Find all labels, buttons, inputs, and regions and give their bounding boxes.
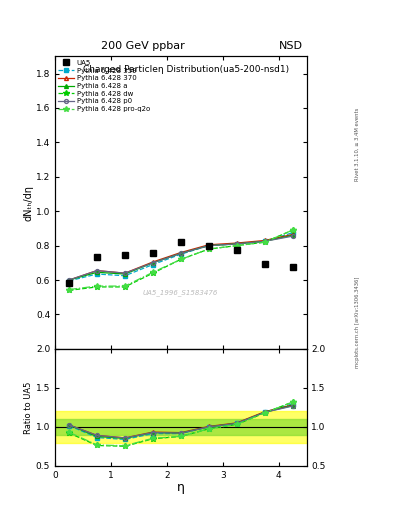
Pythia 6.428 p0 (95, 267, 99, 273)
Text: Charged Particleη Distribution(ua5-200-nsd1): Charged Particleη Distribution(ua5-200-n… (83, 65, 289, 74)
Pythia 6.428 dw (67, 287, 72, 293)
Pythia 6.428 359 (178, 251, 183, 258)
UA5 (151, 250, 155, 257)
Pythia 6.428 p0 (67, 277, 72, 283)
Pythia 6.428 p0 (290, 233, 295, 239)
Bar (55, 411, 307, 442)
Pythia 6.428 dw (95, 284, 99, 290)
Pythia 6.428 pro-q2o (178, 257, 183, 263)
Pythia 6.428 a (151, 260, 155, 266)
Legend: UA5, Pythia 6.428 359, Pythia 6.428 370, Pythia 6.428 a, Pythia 6.428 dw, Pythia: UA5, Pythia 6.428 359, Pythia 6.428 370,… (57, 58, 151, 114)
Pythia 6.428 pro-q2o (206, 246, 211, 252)
Pythia 6.428 a (123, 271, 127, 277)
Pythia 6.428 359 (95, 271, 99, 277)
Pythia 6.428 359 (67, 278, 72, 284)
Pythia 6.428 pro-q2o (95, 283, 99, 289)
UA5 (290, 264, 295, 270)
Pythia 6.428 p0 (151, 260, 155, 266)
UA5 (234, 247, 239, 253)
Pythia 6.428 p0 (178, 250, 183, 257)
Pythia 6.428 a (67, 277, 72, 283)
Pythia 6.428 359 (123, 273, 127, 279)
Pythia 6.428 dw (151, 270, 155, 276)
Pythia 6.428 a (95, 269, 99, 275)
Pythia 6.428 pro-q2o (123, 283, 127, 289)
UA5 (95, 254, 99, 260)
Pythia 6.428 370 (206, 242, 211, 248)
Line: Pythia 6.428 p0: Pythia 6.428 p0 (67, 234, 294, 282)
Pythia 6.428 359 (151, 262, 155, 268)
Pythia 6.428 359 (234, 241, 239, 247)
Bar (55, 419, 307, 435)
Pythia 6.428 dw (123, 284, 127, 290)
Pythia 6.428 a (234, 241, 239, 247)
Pythia 6.428 pro-q2o (234, 243, 239, 249)
Pythia 6.428 370 (234, 240, 239, 246)
UA5 (178, 239, 183, 245)
Pythia 6.428 370 (95, 267, 99, 273)
Text: UA5_1996_S1583476: UA5_1996_S1583476 (143, 289, 219, 296)
Text: NSD: NSD (279, 41, 303, 51)
Pythia 6.428 370 (151, 259, 155, 265)
Line: Pythia 6.428 359: Pythia 6.428 359 (67, 231, 294, 283)
UA5 (67, 280, 72, 286)
Pythia 6.428 370 (67, 277, 72, 283)
Pythia 6.428 370 (123, 270, 127, 276)
Pythia 6.428 dw (178, 257, 183, 263)
Line: Pythia 6.428 a: Pythia 6.428 a (67, 233, 294, 282)
Pythia 6.428 a (262, 238, 267, 244)
X-axis label: η: η (177, 481, 185, 494)
Pythia 6.428 p0 (123, 270, 127, 276)
Pythia 6.428 370 (290, 231, 295, 238)
UA5 (262, 261, 267, 267)
Pythia 6.428 a (178, 250, 183, 257)
Pythia 6.428 p0 (206, 243, 211, 249)
Pythia 6.428 dw (290, 227, 295, 233)
Line: Pythia 6.428 dw: Pythia 6.428 dw (66, 227, 296, 293)
Pythia 6.428 p0 (234, 241, 239, 247)
Pythia 6.428 a (290, 232, 295, 239)
Y-axis label: Ratio to UA5: Ratio to UA5 (24, 381, 33, 434)
Pythia 6.428 370 (262, 238, 267, 244)
Pythia 6.428 370 (178, 249, 183, 255)
Pythia 6.428 pro-q2o (67, 286, 72, 292)
Line: UA5: UA5 (66, 240, 296, 285)
Pythia 6.428 dw (206, 246, 211, 252)
Text: 200 GeV ppbar: 200 GeV ppbar (101, 41, 185, 51)
UA5 (206, 243, 211, 249)
Pythia 6.428 359 (290, 230, 295, 236)
Line: Pythia 6.428 370: Pythia 6.428 370 (67, 232, 294, 282)
Pythia 6.428 359 (262, 238, 267, 244)
Pythia 6.428 pro-q2o (290, 227, 295, 233)
Pythia 6.428 dw (262, 239, 267, 245)
Pythia 6.428 a (206, 243, 211, 249)
Pythia 6.428 dw (234, 243, 239, 249)
Y-axis label: dNₜₕ/dη: dNₜₕ/dη (23, 185, 33, 221)
Text: Rivet 3.1.10, ≥ 3.4M events: Rivet 3.1.10, ≥ 3.4M events (355, 108, 360, 181)
Text: mcplots.cern.ch [arXiv:1306.3436]: mcplots.cern.ch [arXiv:1306.3436] (355, 277, 360, 368)
Line: Pythia 6.428 pro-q2o: Pythia 6.428 pro-q2o (66, 227, 296, 292)
Pythia 6.428 p0 (262, 238, 267, 244)
Pythia 6.428 359 (206, 243, 211, 249)
Pythia 6.428 pro-q2o (151, 269, 155, 275)
Pythia 6.428 pro-q2o (262, 239, 267, 245)
UA5 (123, 252, 127, 258)
